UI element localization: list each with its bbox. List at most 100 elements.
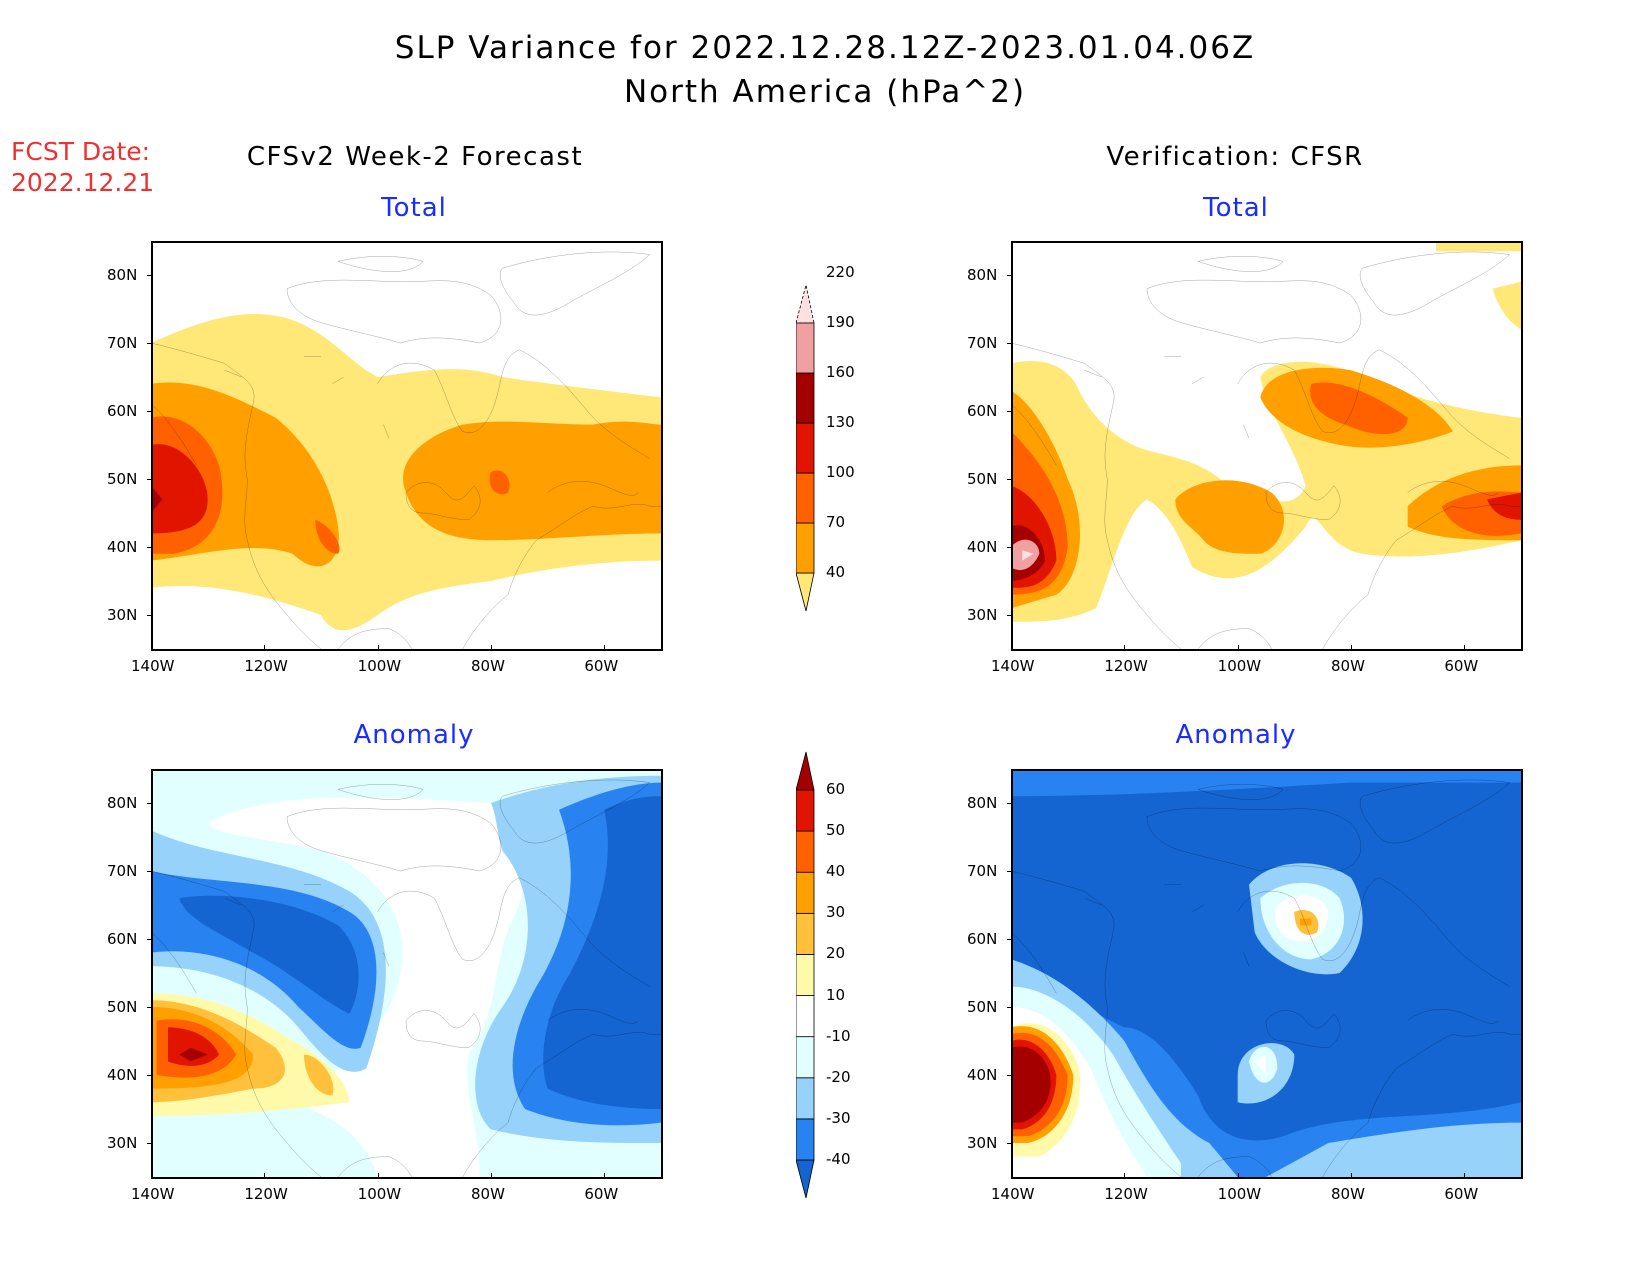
map-panel-verification-anomaly: 140W 120W 100W 80W 60W 80N 70N 60N 50N 40N 30N [967,769,1523,1203]
x-tick-mark [604,645,606,651]
colorbar-swatch [796,954,815,996]
y-tick-label: 80N [967,266,998,284]
colorbar-swatch [796,522,815,574]
contour-100 [315,519,340,554]
y-tick-mark [147,1007,153,1008]
colorbar-top-arrow [796,284,815,324]
x-tick-mark [377,1173,379,1179]
x-tick-label: 100W [357,1185,402,1203]
column-title-verification: Verification: CFSR [1106,142,1364,172]
y-tick-mark [147,343,153,344]
contour-neg40 [543,796,661,1109]
x-tick-mark [151,1173,152,1179]
x-tick-label: 100W [1217,1185,1262,1203]
main-title: SLP Variance for 2022.12.28.12Z-2023.01.… [394,30,1256,66]
y-tick-mark [1007,411,1013,412]
colorbar-top-arrow [796,751,815,791]
y-tick-label: 80N [107,266,138,284]
y-tick-label: 70N [967,334,998,352]
x-tick-mark [491,645,492,651]
y-tick-mark [1007,479,1013,480]
x-tick-mark [377,645,379,651]
y-tick-mark [1007,343,1013,344]
y-tick-label: 40N [967,538,998,556]
panel-title-verification-total: Total [1203,193,1269,223]
map-panel-forecast-total: 140W 120W 100W 80W 60W 80N 70N 60N 50N 40N 30N [107,241,663,675]
contour-100 [1310,382,1408,435]
y-tick-mark [147,803,153,804]
x-tick-mark [264,1173,266,1179]
colorbar-total: 40 70 100 130 160 190 220 [796,263,886,613]
colorbar-label: 60 [826,780,846,798]
contour-neg40 [179,895,359,1014]
y-tick-mark [147,411,153,412]
contour-70 [1175,480,1285,554]
x-tick-label: 60W [584,657,619,675]
x-tick-label: 80W [471,657,505,675]
colorbar-swatch [796,830,815,873]
x-tick-mark [1237,645,1239,651]
contour-60 [1011,1046,1051,1123]
x-tick-label: 140W [991,657,1035,675]
colorbar-label: 10 [826,985,846,1004]
y-tick-label: 40N [107,1066,138,1084]
y-tick-mark [1007,871,1013,872]
colorbar-total-bar [796,284,815,612]
contour-between [207,797,526,1177]
panel-title-forecast-total: Total [381,193,447,223]
x-tick-mark [1351,645,1352,651]
colorbar-label: 30 [826,903,846,922]
colorbar-anomaly: -40 -30 -20 -10 10 20 30 40 50 60 [796,750,886,1200]
y-tick-mark [1007,275,1013,276]
colorbar-swatch [796,422,815,474]
contour-160 [151,485,163,513]
colorbar-bottom-arrow [796,1159,815,1199]
map-frame [1011,769,1523,1179]
y-tick-mark [1007,1007,1013,1008]
x-tick-label: 80W [471,1185,505,1203]
y-tick-mark [1007,939,1013,940]
colorbar-bottom-arrow [796,572,815,612]
y-tick-label: 30N [107,1134,138,1152]
y-tick-label: 30N [967,1134,998,1152]
colorbar-swatch [796,322,815,374]
colorbar-anomaly-bar [796,751,815,1199]
colorbar-swatch [796,1118,815,1161]
x-tick-label: 120W [244,1185,288,1203]
colorbar-swatch [796,1077,815,1120]
colorbar-swatch [796,472,815,524]
y-tick-label: 60N [967,930,998,948]
y-tick-label: 70N [107,334,138,352]
y-tick-label: 70N [107,862,138,880]
y-tick-label: 50N [107,470,138,488]
colorbar-label: 130 [826,413,855,431]
x-tick-mark [151,645,152,651]
y-tick-label: 40N [967,1066,998,1084]
column-title-forecast: CFSv2 Week-2 Forecast [246,142,584,172]
x-tick-label: 120W [244,657,288,675]
y-tick-mark [1007,615,1013,616]
map-panel-forecast-anomaly: 140W 120W 100W 80W 60W 80N 70N 60N 50N 40N 30N [107,769,663,1203]
y-tick-label: 50N [967,470,998,488]
contour-70 [403,421,661,541]
colorbar-label: -40 [826,1150,851,1168]
x-tick-mark [1011,1173,1012,1179]
x-tick-mark [1237,1173,1239,1179]
colorbar-label: 40 [826,862,846,881]
x-tick-mark [1464,1173,1466,1179]
x-tick-label: 100W [1217,657,1262,675]
y-tick-mark [1007,803,1013,804]
colorbar-label: 100 [826,463,855,481]
colorbar-label: 220 [826,263,855,281]
map-frame [151,241,663,651]
y-tick-mark [147,479,153,480]
contours [1011,241,1521,622]
colorbar-label: -10 [826,1026,851,1045]
map-frame [1011,241,1523,651]
x-tick-mark [1464,645,1466,651]
map-panel-verification-total: 140W 120W 100W 80W 60W 80N 70N 60N 50N 40N 30N [967,241,1523,675]
contour-30 [1300,918,1312,926]
contour-60 [179,1047,208,1062]
x-tick-label: 60W [1444,657,1479,675]
map-frame [151,769,663,1179]
